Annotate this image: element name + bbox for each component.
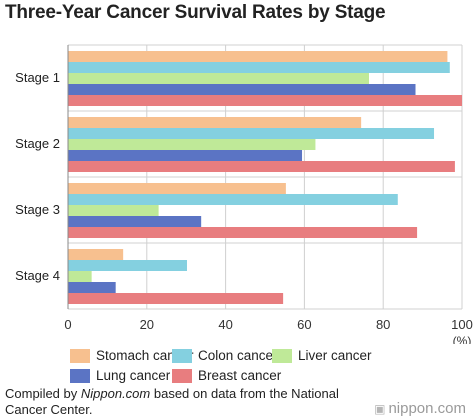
legend-label: Colon cancer bbox=[198, 348, 278, 363]
bar bbox=[68, 139, 316, 150]
bar bbox=[68, 227, 418, 238]
bar bbox=[68, 161, 455, 172]
bar bbox=[68, 73, 370, 84]
bar bbox=[68, 271, 92, 282]
category-label: Stage 1 bbox=[15, 70, 60, 85]
chart-title: Three-Year Cancer Survival Rates by Stag… bbox=[5, 2, 386, 23]
x-tick-label: 80 bbox=[376, 317, 390, 332]
brand-mark-icon: ▣ bbox=[374, 401, 386, 416]
category-label: Stage 3 bbox=[15, 202, 60, 217]
legend-label: Stomach cancer bbox=[96, 348, 194, 363]
legend-item: Breast cancer bbox=[172, 368, 281, 383]
legend-swatch bbox=[272, 348, 292, 363]
bar bbox=[68, 216, 202, 227]
bar bbox=[68, 205, 159, 216]
x-tick-label: 100 bbox=[451, 317, 473, 332]
bar bbox=[68, 194, 398, 205]
brand-logo: ▣ nippon.com bbox=[374, 400, 466, 417]
legend-label: Liver cancer bbox=[298, 348, 372, 363]
bar bbox=[68, 293, 284, 304]
brand-name: nippon.com bbox=[388, 400, 466, 417]
caption-source: Nippon.com bbox=[80, 386, 151, 401]
bar bbox=[68, 128, 435, 139]
x-tick-label: 0 bbox=[64, 317, 71, 332]
x-unit-label: (%) bbox=[453, 334, 472, 344]
source-caption: Compiled by Nippon.com based on data fro… bbox=[5, 386, 345, 418]
bar bbox=[68, 62, 450, 73]
bar bbox=[68, 51, 448, 62]
legend-label: Breast cancer bbox=[198, 368, 282, 383]
legend-item: Stomach cancer bbox=[70, 348, 194, 363]
legend-swatch bbox=[70, 368, 90, 383]
category-label: Stage 4 bbox=[15, 268, 60, 283]
legend-swatch bbox=[172, 348, 192, 363]
caption-suffix: based on data from the National Cancer C… bbox=[5, 386, 339, 417]
legend-swatch bbox=[70, 348, 90, 363]
bar bbox=[68, 260, 187, 271]
legend-item: Lung cancer bbox=[70, 368, 170, 383]
legend-swatch bbox=[172, 368, 192, 383]
chart-plot: 0 20 40 60 80 100 Stage 1 Stage 2 Stage 3 Stage 4… bbox=[15, 44, 473, 344]
x-tick-label: 20 bbox=[140, 317, 154, 332]
legend-item: Liver cancer bbox=[272, 348, 372, 363]
bar bbox=[68, 150, 303, 161]
x-tick-label: 40 bbox=[218, 317, 232, 332]
legend-item: Colon cancer bbox=[172, 348, 278, 363]
x-tick-label: 60 bbox=[297, 317, 311, 332]
bar bbox=[68, 117, 362, 128]
bar bbox=[68, 249, 124, 260]
bar bbox=[68, 84, 416, 95]
caption-prefix: Compiled by bbox=[5, 386, 81, 401]
bar bbox=[68, 183, 286, 194]
category-label: Stage 2 bbox=[15, 136, 60, 151]
chart-legend: Stomach cancer Colon cancer Liver cancer Lu… bbox=[0, 344, 474, 386]
bar bbox=[68, 282, 116, 293]
bar bbox=[68, 95, 462, 106]
legend-label: Lung cancer bbox=[96, 368, 171, 383]
